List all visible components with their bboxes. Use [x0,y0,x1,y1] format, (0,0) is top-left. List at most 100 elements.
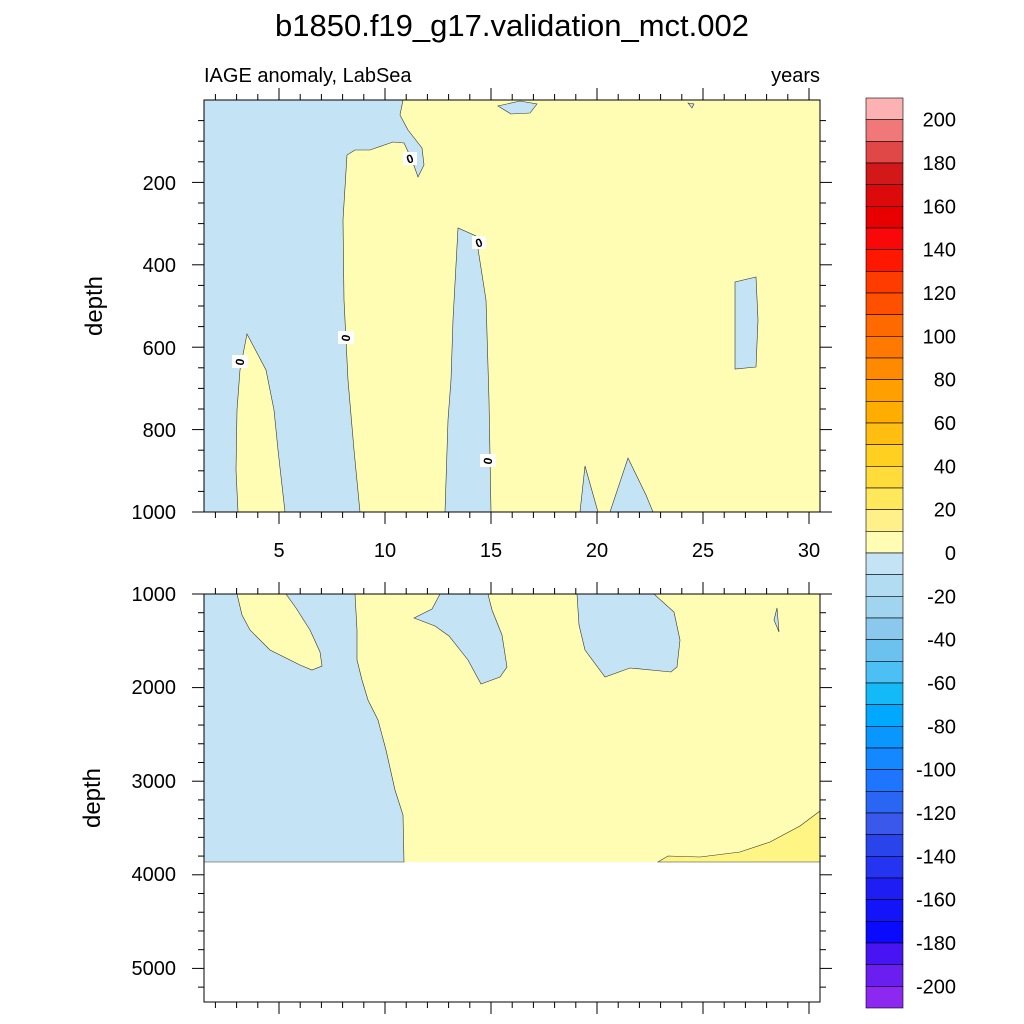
upper-negative-region-top-right [497,100,538,115]
x-tick-label-15: 15 [480,540,502,562]
upper-axis-ticks [192,88,832,524]
colorbar-swatch [865,422,904,445]
colorbar-swatch [865,812,904,835]
colorbar-swatch [865,856,904,879]
contour-label-3-text: 0 [339,333,354,342]
colorbar-swatch [865,336,904,359]
upper-contour-labels: 0 0 0 0 0 [232,151,496,467]
upper-panel-negative-regions [203,99,759,513]
colorbar-swatch [865,942,904,965]
colorbar-swatch [865,986,904,1009]
contour-label-5: 0 [480,454,496,467]
contour-label-2-text: 0 [473,235,484,251]
contour-label-4: 0 [232,355,248,368]
lower-y-tick-labels: 1000 2000 3000 4000 5000 [132,584,177,980]
colorbar-label: -20 [927,586,956,608]
colorbar-swatch [865,791,904,814]
upper-y-axis-label: depth [81,276,108,336]
colorbar-swatch [865,877,904,900]
x-tick-label-30: 30 [798,540,820,562]
colorbar-label: 180 [923,153,956,175]
colorbar-swatch [865,487,904,510]
colorbar-swatch [865,249,904,272]
colorbar-label: -40 [927,630,956,652]
colorbar-label: 160 [923,196,956,218]
colorbar-swatches [865,97,904,1009]
colorbar-label: -60 [927,673,956,695]
colorbar-swatch [865,271,904,294]
colorbar-swatch [865,661,904,684]
colorbar-label: -200 [916,976,956,998]
colorbar-swatch [865,357,904,380]
lower-axis-ticks [192,582,832,1014]
lower-y-tick-label-1000: 1000 [132,584,177,606]
colorbar-swatch [865,141,904,164]
colorbar-swatch [865,466,904,489]
lower-negative-region-21 [576,593,681,678]
chart-subtitle-right: years [771,65,820,87]
colorbar-swatch [865,184,904,207]
chart-title: b1850.f19_g17.validation_mct.002 [275,8,749,43]
colorbar-labels: 200180160140120100806040200-20-40-60-80-… [916,110,956,999]
lower-y-axis-label: depth [79,768,106,828]
x-tick-label-20: 20 [586,540,608,562]
upper-y-tick-label-800: 800 [143,420,176,442]
colorbar-swatch [865,769,904,792]
contour-label-1: 0 [403,151,417,167]
colorbar-swatch [865,531,904,554]
upper-y-tick-label-400: 400 [143,255,176,277]
colorbar-label: -180 [916,933,956,955]
colorbar-swatch [865,444,904,467]
upper-x-tick-labels: 5 10 15 20 25 30 [273,540,820,562]
colorbar-label: 80 [934,370,956,392]
contour-label-2: 0 [472,235,486,251]
colorbar-swatch [865,227,904,250]
colorbar-swatch [865,617,904,640]
lower-negative-region-small [773,607,780,633]
colorbar-swatch [865,574,904,597]
colorbar-swatch [865,119,904,142]
colorbar-swatch [865,747,904,770]
contour-label-1-text: 0 [404,151,415,167]
lower-y-tick-label-4000: 4000 [132,864,177,886]
colorbar-label: 100 [923,326,956,348]
upper-y-tick-label-1000: 1000 [132,502,177,524]
colorbar-swatch [865,162,904,185]
x-tick-label-5: 5 [273,540,284,562]
upper-negative-region-west [203,99,425,513]
lower-y-tick-label-3000: 3000 [132,771,177,793]
x-tick-label-25: 25 [692,540,714,562]
contour-label-3: 0 [338,331,354,344]
upper-negative-region-27 [734,276,759,370]
colorbar-swatch [865,726,904,749]
colorbar-label: -160 [916,890,956,912]
colorbar-swatch [865,964,904,987]
x-tick-label-10: 10 [374,540,396,562]
colorbar-swatch [865,314,904,337]
colorbar-label: 20 [934,500,956,522]
upper-y-tick-labels: 200 400 600 800 1000 [132,173,177,524]
colorbar-swatch [865,921,904,944]
colorbar-swatch [865,401,904,424]
upper-negative-region-dot [687,102,695,109]
colorbar-swatch [865,682,904,705]
upper-y-tick-label-600: 600 [143,338,176,360]
colorbar-swatch [865,292,904,315]
colorbar-label: 120 [923,283,956,305]
colorbar-label: -120 [916,803,956,825]
colorbar-label: 140 [923,240,956,262]
colorbar-swatch [865,206,904,229]
upper-panel: 0 0 0 0 0 200 400 600 800 [81,88,832,562]
colorbar-swatch [865,379,904,402]
colorbar-swatch [865,509,904,532]
colorbar-swatch [865,704,904,727]
colorbar-swatch [865,639,904,662]
colorbar-label: 60 [934,413,956,435]
colorbar: 200180160140120100806040200-20-40-60-80-… [865,97,956,1009]
upper-negative-region-20 [579,457,654,513]
chart-subtitle-left: IAGE anomaly, LabSea [204,65,412,87]
colorbar-label: 40 [934,456,956,478]
colorbar-label: 0 [945,543,956,565]
colorbar-swatch [865,834,904,857]
